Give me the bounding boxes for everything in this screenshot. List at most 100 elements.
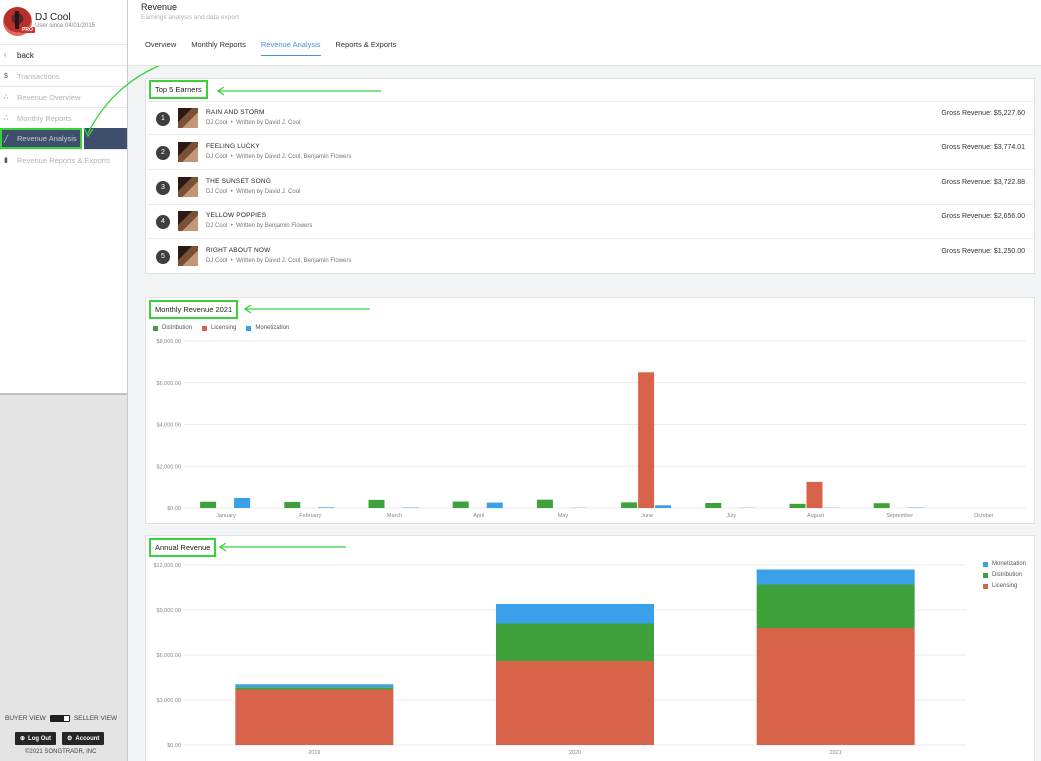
bar-segment (756, 569, 915, 585)
gross-revenue: Gross Revenue: $5,227.60 (941, 110, 1025, 117)
legend-swatch (246, 325, 252, 331)
song-thumbnail (178, 246, 198, 266)
song-meta: DJ Cool • Written by Benjamin Flowers (206, 223, 313, 229)
monthly-revenue-chart: $0.00 $2,000.00 $4,000.00 $6,000.00 $8,000.0… (157, 339, 1026, 519)
song-thumbnail (178, 108, 198, 128)
profile: PRO DJ Cool User since 04/01/2015 (0, 0, 127, 44)
seller-view-label: SELLER VIEW (73, 715, 118, 722)
writer-credit: Written by David J. Cool (236, 189, 301, 195)
x-tick-label: April (473, 513, 484, 519)
rank-badge: 4 (156, 215, 170, 229)
view-toggle[interactable] (49, 715, 70, 722)
x-tick-label: 2019 (308, 750, 320, 756)
list-item[interactable]: 4 YELLOW POPPIES DJ Cool • Written by Be… (147, 205, 1033, 239)
view-switcher: BUYER VIEW SELLER VIEW (5, 715, 117, 722)
song-thumbnail (178, 177, 198, 197)
monthly-legend: Distribution Licensing Monetization (153, 325, 289, 331)
x-tick-label: 2020 (569, 750, 581, 756)
song-meta: DJ Cool • Written by David J. Cool (206, 120, 301, 126)
bar-segment (235, 689, 394, 745)
legend-item[interactable]: Monetization (246, 325, 289, 331)
bar (536, 499, 553, 508)
artist-name: DJ Cool (206, 154, 228, 160)
sidebar-item-label: Transactions (17, 71, 60, 81)
tab-overview[interactable]: Overview (145, 40, 177, 49)
main-content: Revenue Earnings analysis and data expor… (128, 0, 1041, 761)
writer-credit: Written by David J. Cool, Benjamin Flowe… (236, 258, 352, 264)
tab-reports-exports[interactable]: Reports & Exports (335, 40, 397, 49)
gross-revenue: Gross Revenue: $2,656.00 (941, 213, 1025, 220)
song-meta: DJ Cool • Written by David J. Cool (206, 189, 301, 195)
sidebar-item-label: Revenue Reports & Exports (17, 155, 110, 165)
dollar-icon: $ (4, 72, 8, 80)
bar (452, 501, 469, 508)
sidebar-item-label: Monthly Reports (17, 113, 72, 123)
bar (806, 481, 823, 508)
annotation-arrow (243, 305, 370, 314)
list-item[interactable]: 3 THE SUNSET SONG DJ Cool • Written by D… (147, 171, 1033, 205)
sidebar-nav: ‹ back $ Transactions ∴ Revenue Overview… (0, 44, 127, 170)
account-button[interactable]: ⚙ Account (62, 732, 105, 745)
tab-monthly-reports[interactable]: Monthly Reports (191, 40, 246, 49)
list-item[interactable]: 1 RAIN AND STORM DJ Cool • Written by Da… (147, 101, 1033, 135)
sidebar-item-label: Revenue Analysis (17, 134, 77, 143)
song-meta: DJ Cool • Written by David J. Cool, Benj… (206, 154, 352, 160)
rank-badge: 5 (156, 250, 170, 264)
pro-badge: PRO (20, 27, 35, 33)
legend-label: Monetization (992, 561, 1027, 567)
legend-item[interactable]: Licensing (202, 325, 236, 331)
gross-revenue: Gross Revenue: $3,774.01 (941, 144, 1025, 151)
y-tick-label: $6,000.00 (157, 653, 181, 659)
legend-item[interactable]: Monetization (983, 561, 1026, 567)
sidebar-panel: PRO DJ Cool User since 04/01/2015 ‹ back… (0, 0, 127, 395)
legend-item[interactable]: Distribution (983, 572, 1026, 578)
artist-name: DJ Cool (206, 223, 228, 229)
y-tick-label: $12,000.00 (153, 563, 181, 569)
gross-revenue: Gross Revenue: $3,722.88 (941, 179, 1025, 186)
line-chart-icon: ╱ (4, 135, 9, 143)
artist-name: DJ Cool (206, 189, 228, 195)
artist-name: DJ Cool (206, 120, 228, 126)
list-item[interactable]: 2 FEELING LUCKY DJ Cool • Written by Dav… (147, 136, 1033, 170)
legend-label: Distribution (162, 325, 193, 331)
song-thumbnail (178, 142, 198, 162)
account-label: Account (75, 735, 100, 742)
song-title: FEELING LUCKY (206, 143, 260, 150)
logout-button[interactable]: ⊕ Log Out (15, 732, 57, 745)
sidebar-item-revenue-overview[interactable]: ∴ Revenue Overview (0, 86, 127, 107)
bar (705, 502, 722, 508)
sidebar-item-transactions[interactable]: $ Transactions (0, 65, 127, 86)
y-tick-label: $2,000.00 (157, 464, 181, 470)
tab-revenue-analysis[interactable]: Revenue Analysis (260, 40, 321, 56)
x-tick-label: September (886, 513, 913, 519)
page-header: Revenue Earnings analysis and data expor… (128, 0, 1041, 66)
legend-item[interactable]: Distribution (153, 325, 192, 331)
back-link[interactable]: ‹ back (0, 44, 127, 65)
top-earners-panel: Top 5 Earners 1 RAIN AND STORM DJ Cool •… (145, 78, 1035, 274)
list-item[interactable]: 5 RIGHT ABOUT NOW DJ Cool • Written by D… (147, 240, 1033, 274)
song-title: THE SUNSET SONG (206, 178, 272, 185)
bar (638, 372, 655, 508)
sidebar-item-revenue-analysis[interactable]: ╱ Revenue Analysis (0, 128, 82, 149)
writer-credit: Written by David J. Cool, Benjamin Flowe… (236, 154, 352, 160)
gear-icon: ⚙ (67, 736, 73, 742)
legend-item[interactable]: Licensing (983, 583, 1026, 589)
rank-badge: 1 (156, 112, 170, 126)
writer-credit: Written by Benjamin Flowers (236, 223, 313, 229)
annual-legend: Monetization Distribution Licensing (983, 561, 1026, 594)
sidebar-item-monthly-reports[interactable]: ∴ Monthly Reports (0, 107, 127, 128)
annual-revenue-panel: Annual Revenue Monetization Distribution… (145, 535, 1035, 761)
x-tick-label: January (216, 513, 236, 519)
sidebar-item-reports-exports[interactable]: ▮ Revenue Reports & Exports (0, 149, 127, 170)
legend-label: Licensing (211, 325, 237, 331)
bar-segment (235, 684, 394, 688)
rank-badge: 2 (156, 146, 170, 160)
legend-label: Licensing (992, 583, 1018, 589)
legend-swatch (983, 572, 988, 578)
y-tick-label: $0.00 (167, 506, 181, 512)
sidebar: PRO DJ Cool User since 04/01/2015 ‹ back… (0, 0, 128, 761)
top-earners-title: Top 5 Earners (149, 80, 208, 99)
song-meta: DJ Cool • Written by David J. Cool, Benj… (206, 258, 352, 264)
page-title: Revenue (141, 2, 178, 12)
share-nodes-icon: ∴ (4, 94, 9, 101)
